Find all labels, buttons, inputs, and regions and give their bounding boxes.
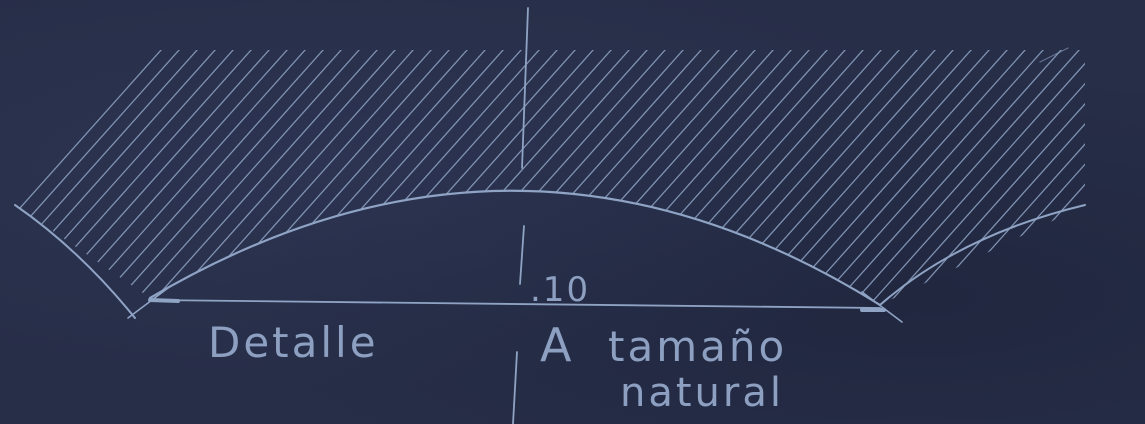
dimension-tick-left [148,298,180,303]
hatch-line [1090,40,1145,320]
hatch-line [1017,50,1085,305]
right-profile-curve [879,204,1086,306]
hatch-line [15,50,261,305]
hatch-line [15,50,189,305]
hatch-line [27,50,279,305]
hatch-line [567,50,819,305]
scale-label-line2: natural [620,370,784,416]
hatch-line [747,50,999,305]
hatch-line [1071,50,1085,305]
hatch-line [135,50,387,305]
hatch-line [189,50,441,305]
hatch-line [261,50,513,305]
hatch-line [603,50,855,305]
hatch-line [657,50,909,305]
dimension-label: .10 [530,270,591,310]
center-line-lower [512,351,518,424]
hatch-line [15,50,243,305]
detail-letter: A [540,318,575,372]
hatch-line [711,50,963,305]
hatch-line [15,50,207,305]
center-line-middle [519,225,525,285]
hatch-line [999,50,1085,305]
hatch-line [783,50,1035,305]
hatch-line [963,50,1085,305]
hatch-line [945,50,1085,305]
hatch-line [315,50,567,305]
hatch-line [891,50,1085,305]
hatch-line [279,50,531,305]
hatch-line [675,50,927,305]
dimension-line [149,299,881,309]
hatch-line [981,50,1085,305]
hatch-line [387,50,639,305]
arc-curve [148,189,882,307]
hatch-line [153,50,405,305]
hatch-line [171,50,423,305]
hatch-line [639,50,891,305]
hatch-line [1108,40,1145,320]
hatch-line [225,50,477,305]
hatch-line [45,50,297,305]
extension-line-right [861,291,903,323]
hatch-line [63,50,315,305]
hatch-line [837,50,1085,305]
hatch-line [15,50,225,305]
hatch-line [855,50,1085,305]
hatch-line [693,50,945,305]
hatch-line [477,50,729,305]
hatch-line [117,50,369,305]
left-profile-curve [14,204,136,319]
hatch-line [873,50,1085,305]
hatch-line [297,50,549,305]
detail-label: Detalle [208,318,379,367]
hatch-line [207,50,459,305]
hatch-line [729,50,981,305]
hatch-line [243,50,495,305]
hatch-line [99,50,351,305]
stray-mark [1039,47,1069,63]
hatch-line [15,50,171,305]
hatch-line [765,50,1017,305]
hatch-line [81,50,333,305]
center-line-upper [521,7,529,169]
extension-line-left [127,287,169,319]
hatch-line [585,50,837,305]
hatch-line [801,50,1053,305]
hatch-line [1126,40,1145,320]
scale-label-line1: tamaño [608,322,788,371]
hatch-line [819,50,1071,305]
